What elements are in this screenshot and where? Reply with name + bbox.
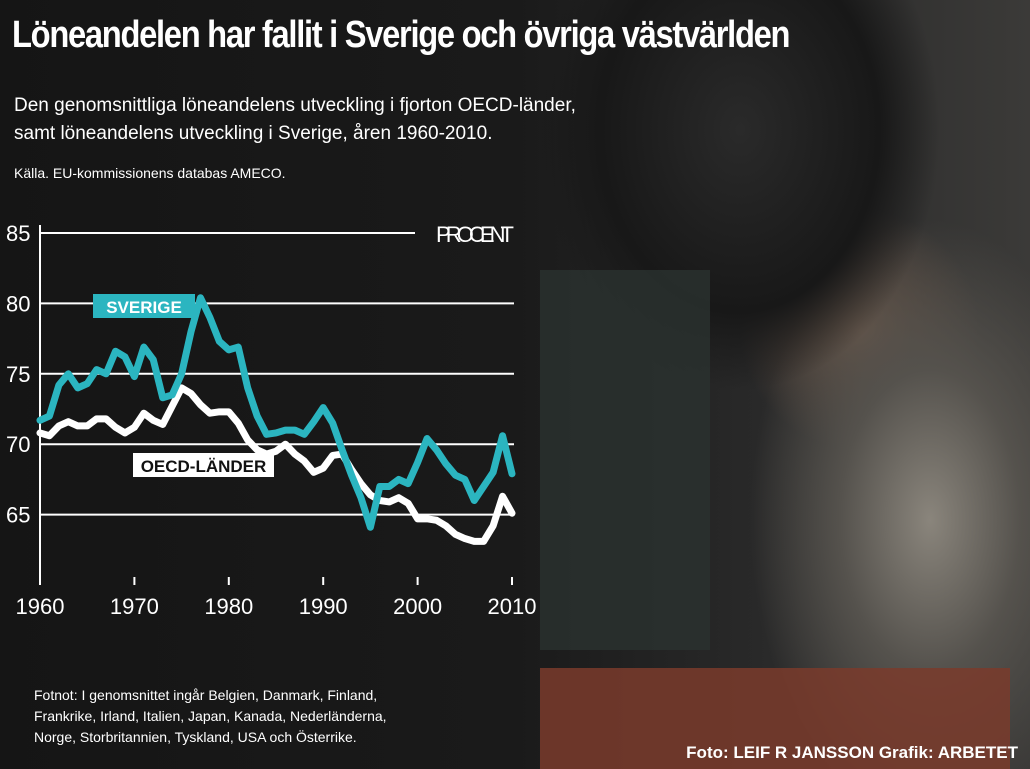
subtitle-line: samt löneandelens utveckling i Sverige, …: [14, 123, 493, 144]
series-line-sverige: [36, 294, 516, 531]
series-line-oecd: [36, 384, 516, 545]
legend-box-oecd: [133, 453, 274, 477]
machine-photo: [540, 270, 710, 650]
footnote-line: Fotnot: I genomsnittet ingår Belgien, Da…: [34, 687, 378, 703]
x-tick-label: 2010: [488, 594, 537, 619]
unit-label: PROCENT: [436, 222, 514, 247]
footnote: Fotnot: I genomsnittet ingår Belgien, Da…: [34, 685, 387, 748]
y-tick-label: 70: [6, 432, 30, 457]
y-tick-label: 75: [6, 362, 30, 387]
subtitle: Den genomsnittliga löneandelens utveckli…: [14, 92, 576, 148]
photo-credit: Foto: LEIF R JANSSON Grafik: ARBETET: [686, 743, 1018, 762]
crate-photo: [540, 668, 1010, 769]
x-tick-label: 2000: [393, 594, 442, 619]
x-tick-label: 1970: [110, 594, 159, 619]
page-title: Löneandelen har fallit i Sverige och övr…: [12, 14, 790, 56]
line-chart: 65 70 75 80 85 PROCENT 1960 1970 1980 1990 2000 201…: [6, 221, 537, 619]
footnote-line: Norge, Storbritannien, Tyskland, USA och…: [34, 729, 357, 745]
x-tick-label: 1960: [16, 594, 65, 619]
legend-label-sverige: SVERIGE: [106, 298, 182, 317]
legend-box-sverige: [93, 294, 195, 318]
legend-label-oecd: OECD-LÄNDER: [141, 457, 267, 476]
y-tick-label: 80: [6, 291, 30, 316]
y-tick-label: 85: [6, 221, 30, 246]
subtitle-line: Den genomsnittliga löneandelens utveckli…: [14, 95, 576, 116]
source: Källa. EU-kommissionens databas AMECO.: [14, 165, 286, 181]
y-tick-label: 65: [6, 503, 30, 528]
x-tick-label: 1990: [299, 594, 348, 619]
footnote-line: Frankrike, Irland, Italien, Japan, Kanad…: [34, 708, 387, 724]
x-tick-label: 1980: [204, 594, 253, 619]
